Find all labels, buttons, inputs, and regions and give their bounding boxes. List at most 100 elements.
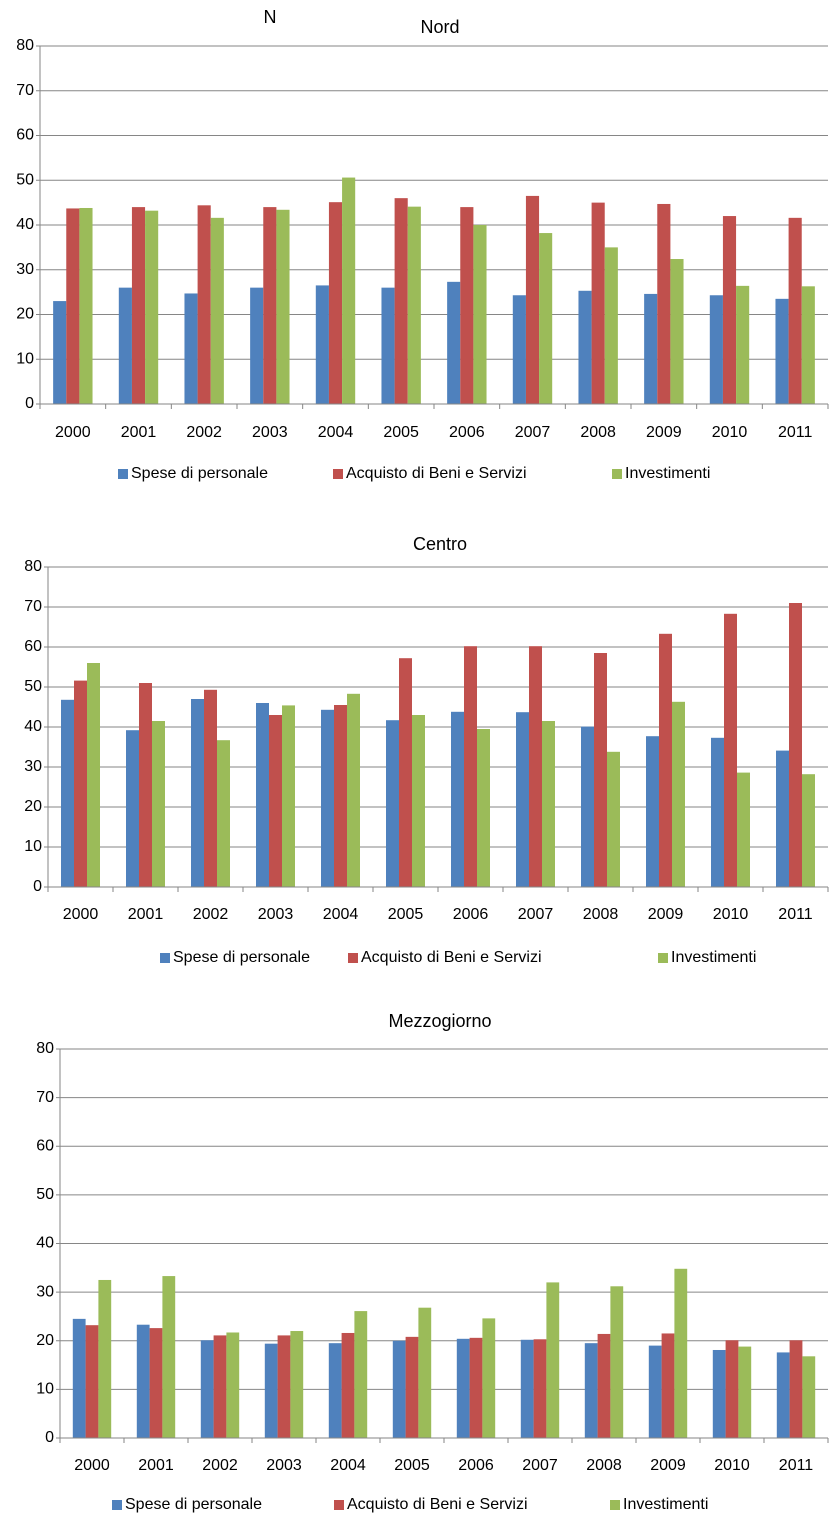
bar: [79, 207, 93, 404]
bar: [118, 287, 132, 404]
y-tick-label: 80: [36, 1040, 54, 1057]
y-tick-label: 70: [16, 82, 34, 99]
chart-title: Nord: [420, 17, 459, 37]
x-tick-label: 2006: [449, 424, 485, 441]
bar: [392, 1340, 406, 1438]
y-tick-label: 30: [36, 1283, 54, 1300]
x-tick-label: 2002: [202, 1457, 238, 1474]
x-tick-label: 2011: [778, 424, 813, 441]
bar: [210, 217, 224, 404]
legend-label: Investimenti: [623, 1496, 708, 1513]
legend-swatch: [112, 1500, 122, 1510]
bar: [269, 715, 282, 887]
y-tick-label: 0: [33, 878, 42, 895]
x-tick-label: 2006: [453, 906, 489, 923]
bar: [386, 720, 399, 887]
x-tick-label: 2001: [128, 906, 164, 923]
y-tick-label: 40: [16, 216, 34, 233]
bar: [789, 1340, 803, 1438]
x-tick-label: 2009: [650, 1457, 686, 1474]
legend-label: Spese di personale: [173, 949, 310, 966]
x-tick-label: 2002: [193, 906, 229, 923]
bar: [342, 177, 356, 404]
y-tick-label: 30: [24, 758, 42, 775]
y-tick-label: 50: [24, 678, 42, 695]
bar: [87, 663, 100, 887]
x-tick-label: 2008: [583, 906, 619, 923]
y-tick-label: 30: [16, 261, 34, 278]
x-tick-label: 2001: [138, 1457, 174, 1474]
bar: [539, 233, 553, 404]
bar: [520, 1339, 534, 1438]
x-tick-label: 2011: [779, 1457, 814, 1474]
y-tick-label: 60: [16, 127, 34, 144]
bar: [789, 603, 802, 887]
bar: [460, 207, 474, 404]
y-tick-label: 0: [45, 1429, 54, 1446]
bar: [256, 703, 269, 887]
x-tick-label: 2003: [252, 424, 288, 441]
bar: [533, 1339, 547, 1438]
x-tick-label: 2008: [586, 1457, 622, 1474]
bar: [610, 1286, 624, 1438]
bar: [282, 705, 295, 887]
bar: [418, 1307, 432, 1438]
bar: [657, 203, 671, 404]
bar: [53, 301, 67, 404]
bar: [464, 646, 477, 887]
chart-title: Mezzogiorno: [388, 1011, 491, 1031]
bar: [578, 290, 592, 404]
y-tick-label: 20: [24, 798, 42, 815]
bar: [801, 286, 815, 404]
legend-swatch: [160, 953, 170, 963]
y-tick-label: 10: [36, 1381, 54, 1398]
bar: [594, 653, 607, 887]
x-tick-label: 2010: [712, 424, 748, 441]
x-tick-label: 2004: [318, 424, 354, 441]
bar: [477, 729, 490, 887]
bar: [802, 1356, 816, 1438]
bar: [788, 217, 802, 404]
x-tick-label: 2000: [55, 424, 91, 441]
bar: [290, 1331, 304, 1438]
x-tick-label: 2003: [266, 1457, 302, 1474]
bar: [711, 737, 724, 887]
legend-label: Spese di personale: [131, 465, 268, 482]
x-tick-label: 2005: [388, 906, 424, 923]
x-tick-label: 2009: [648, 906, 684, 923]
bar: [776, 750, 789, 887]
bar: [341, 1332, 355, 1438]
x-tick-label: 2003: [258, 906, 294, 923]
bar: [204, 689, 217, 887]
bar: [334, 705, 347, 887]
y-tick-label: 10: [24, 838, 42, 855]
legend-swatch: [118, 469, 128, 479]
bar: [738, 1346, 752, 1438]
x-tick-label: 2002: [186, 424, 222, 441]
x-tick-label: 2007: [515, 424, 551, 441]
x-tick-label: 2000: [74, 1457, 110, 1474]
bar: [145, 210, 159, 404]
y-tick-label: 10: [16, 350, 34, 367]
bar: [328, 1343, 342, 1438]
bar: [276, 209, 290, 404]
bar: [136, 1324, 150, 1438]
bar: [529, 646, 542, 887]
bar: [213, 1335, 227, 1438]
bar: [328, 202, 343, 404]
bar: [412, 715, 425, 887]
legend-swatch: [348, 953, 358, 963]
bar: [149, 1328, 163, 1438]
bar: [277, 1335, 291, 1438]
y-tick-label: 0: [25, 395, 34, 412]
bar: [347, 693, 360, 887]
bar: [661, 1333, 675, 1438]
bar: [516, 712, 529, 887]
bar: [72, 1318, 86, 1438]
bar: [722, 216, 737, 404]
y-tick-label: 40: [36, 1235, 54, 1252]
bar: [659, 633, 672, 887]
bar: [473, 225, 487, 404]
